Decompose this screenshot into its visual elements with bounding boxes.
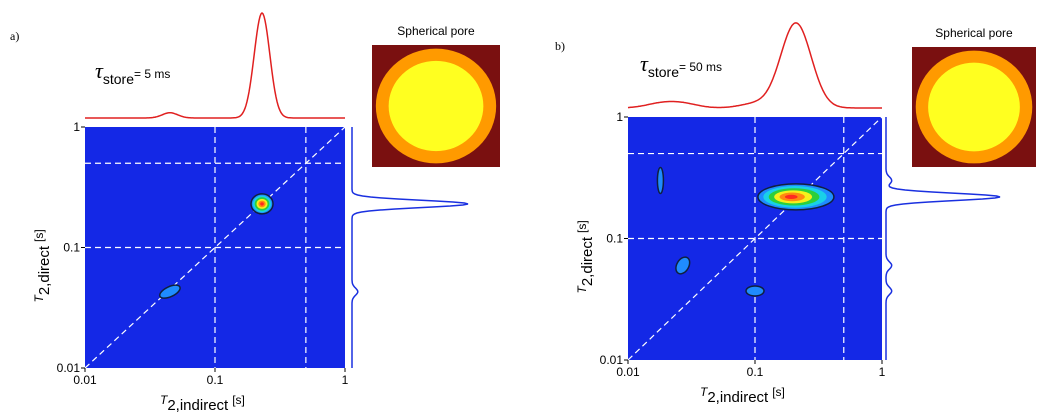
x-tick-label: 0.1: [207, 373, 224, 387]
x-axis-label: T2,indirect[s]: [160, 393, 245, 412]
contour-level: [785, 195, 798, 199]
x-tick-label: 0.01: [616, 365, 640, 379]
peak: [746, 286, 764, 296]
y-label-unit: [s]: [575, 220, 589, 233]
x-label-subscript: 2,indirect: [707, 389, 769, 406]
annotation-text: = 50 ms: [679, 60, 722, 74]
y-tick-label: 0.01: [600, 353, 624, 367]
annotation-text: = 5 ms: [134, 67, 170, 81]
x-label-unit: [s]: [232, 393, 245, 407]
peak: [251, 194, 273, 214]
x-tick-label: 0.01: [73, 373, 97, 387]
x-label-unit: [s]: [772, 385, 785, 399]
inset-title: Spherical pore: [935, 26, 1013, 40]
y-tick-label: 0.1: [606, 232, 623, 246]
x-tick-label: 0.1: [747, 365, 764, 379]
y-tick-label: 1: [616, 110, 623, 124]
y-tick-label: 1: [73, 120, 80, 134]
y-axis-label: T2,direct[s]: [575, 220, 596, 293]
pore-core: [928, 63, 1020, 152]
contour-level: [260, 202, 264, 205]
y-axis-label: T2,direct[s]: [32, 229, 53, 302]
x-projection: [85, 13, 345, 118]
x-tick-label: 1: [342, 373, 349, 387]
panel-label: a): [10, 29, 19, 43]
contour-level: [746, 286, 764, 296]
annotation: τstore= 5 ms: [95, 58, 170, 87]
panel-label: b): [555, 39, 565, 53]
y-tick-label: 0.01: [57, 361, 81, 375]
annotation: τstore= 50 ms: [640, 51, 722, 80]
contour-level: [657, 168, 663, 194]
annotation-subscript: store: [103, 71, 134, 87]
y-label-subscript: 2,direct: [579, 236, 596, 286]
x-label-subscript: 2,indirect: [167, 397, 229, 412]
y-label-unit: [s]: [32, 229, 46, 242]
figure: a) τstore= 5 ms Spherical pore 0.01 0.1 1 0.01…: [0, 0, 1040, 412]
peak: [657, 168, 663, 194]
inset-title: Spherical pore: [397, 24, 475, 38]
pore-core: [389, 61, 484, 151]
annotation-subscript: store: [648, 64, 679, 80]
y-label-subscript: 2,direct: [36, 245, 53, 295]
x-axis-label: T2,indirect[s]: [700, 385, 785, 406]
x-tick-label: 1: [879, 365, 886, 379]
peak: [758, 184, 834, 210]
y-tick-label: 0.1: [63, 241, 80, 255]
